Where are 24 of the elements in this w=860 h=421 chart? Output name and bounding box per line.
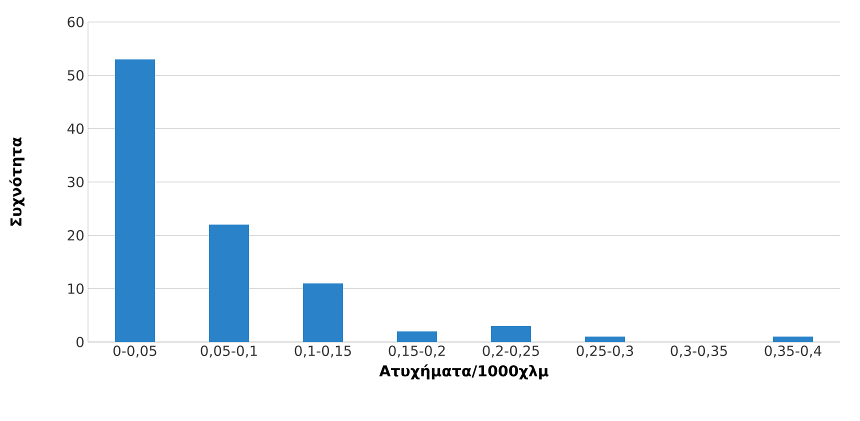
y-tick-label: 20 [68,230,84,241]
bar [773,336,813,342]
y-tick-label: 30 [68,176,84,188]
y-tick-label: 0 [76,336,84,348]
y-tick-label: 40 [67,123,84,134]
bar [303,283,343,342]
bar [209,224,249,342]
x-tick-label: 0,25-0,3 [576,346,634,358]
y-axis-title: Συχνότητα [9,137,24,226]
x-tick-label: 0,1-0,15 [294,346,351,358]
bar [491,326,531,342]
y-tick-label: 50 [68,70,84,81]
y-tick-label: 10 [68,283,84,294]
x-tick-label: 0,35-0,4 [764,346,822,358]
x-tick-label: 0,3-0,35 [670,346,727,358]
x-tick-label: 0-0,05 [113,346,156,358]
x-tick-label: 0,05-0,1 [200,346,257,358]
bar [397,331,437,342]
x-tick-label: 0,15-0,2 [388,346,445,358]
x-tick-label: 0,2-0,25 [482,346,539,358]
bar [585,336,625,342]
bar [115,59,155,342]
x-axis-title: Ατυχήματα/1000χλμ [379,364,548,380]
y-tick-label: 60 [68,16,84,28]
